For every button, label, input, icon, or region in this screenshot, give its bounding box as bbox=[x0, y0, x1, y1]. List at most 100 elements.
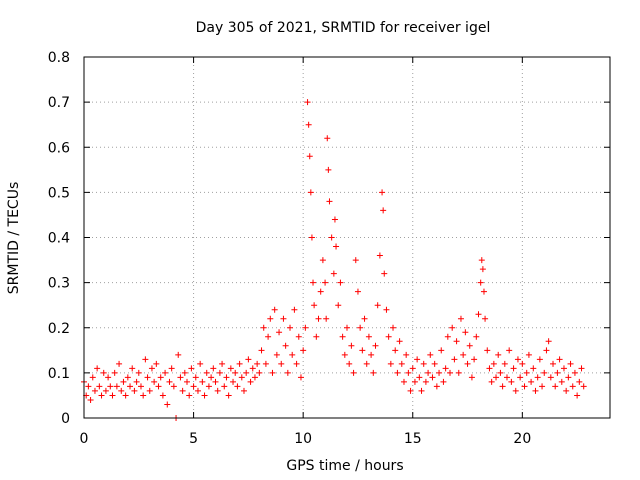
data-point bbox=[89, 374, 96, 381]
data-point bbox=[131, 387, 138, 394]
data-point bbox=[120, 378, 127, 385]
data-point bbox=[444, 333, 451, 340]
data-point bbox=[144, 374, 151, 381]
x-tick-label: 15 bbox=[404, 431, 422, 447]
data-point bbox=[414, 356, 421, 363]
data-point bbox=[574, 392, 581, 399]
data-point bbox=[105, 374, 112, 381]
data-point bbox=[236, 360, 243, 367]
data-point bbox=[519, 360, 526, 367]
data-point bbox=[223, 374, 230, 381]
data-point bbox=[269, 369, 276, 376]
data-point bbox=[168, 365, 175, 372]
data-point bbox=[276, 329, 283, 336]
data-point bbox=[234, 383, 241, 390]
data-point bbox=[273, 351, 280, 358]
data-point bbox=[85, 383, 92, 390]
data-point bbox=[433, 383, 440, 390]
data-point bbox=[287, 324, 294, 331]
data-point bbox=[271, 306, 278, 313]
data-point bbox=[545, 338, 552, 345]
data-point bbox=[137, 383, 144, 390]
data-point bbox=[203, 369, 210, 376]
data-point bbox=[354, 288, 361, 295]
data-point bbox=[157, 374, 164, 381]
data-point bbox=[323, 315, 330, 322]
data-point bbox=[409, 365, 416, 372]
y-tick-label: 0 bbox=[61, 411, 70, 427]
data-point bbox=[403, 351, 410, 358]
data-point bbox=[111, 369, 118, 376]
data-point bbox=[315, 315, 322, 322]
data-point bbox=[164, 401, 171, 408]
data-point bbox=[192, 374, 199, 381]
axis-ticks: 0 5 10 15 20 0 0.1 0.2 0.3 0.4 0.5 0.6 0.7 0.8 bbox=[48, 50, 610, 447]
data-point bbox=[190, 383, 197, 390]
data-point bbox=[212, 378, 219, 385]
data-point bbox=[238, 374, 245, 381]
data-point bbox=[258, 347, 265, 354]
data-point bbox=[429, 374, 436, 381]
data-point bbox=[278, 360, 285, 367]
data-point bbox=[425, 369, 432, 376]
data-point bbox=[363, 360, 370, 367]
data-point bbox=[175, 351, 182, 358]
data-point bbox=[449, 324, 456, 331]
data-point bbox=[225, 392, 232, 399]
data-point bbox=[376, 252, 383, 259]
data-point bbox=[243, 369, 250, 376]
data-point bbox=[310, 279, 317, 286]
x-axis-label: GPS time / hours bbox=[286, 458, 403, 474]
data-point bbox=[87, 396, 94, 403]
data-point bbox=[177, 374, 184, 381]
y-tick-label: 0.2 bbox=[48, 321, 70, 337]
data-point bbox=[567, 360, 574, 367]
data-point bbox=[341, 351, 348, 358]
data-point bbox=[91, 387, 98, 394]
data-point bbox=[124, 374, 131, 381]
data-point bbox=[468, 374, 475, 381]
data-point bbox=[525, 351, 532, 358]
data-point bbox=[330, 270, 337, 277]
data-point bbox=[181, 369, 188, 376]
data-point bbox=[479, 266, 486, 273]
data-point bbox=[457, 315, 464, 322]
data-point bbox=[295, 333, 302, 340]
data-point bbox=[188, 365, 195, 372]
data-point bbox=[501, 360, 508, 367]
data-point bbox=[216, 369, 223, 376]
data-point bbox=[442, 365, 449, 372]
data-point bbox=[100, 369, 107, 376]
data-point bbox=[153, 360, 160, 367]
data-point bbox=[322, 279, 329, 286]
data-point bbox=[508, 378, 515, 385]
y-tick-label: 0.5 bbox=[48, 185, 70, 201]
y-tick-label: 0.3 bbox=[48, 276, 70, 292]
data-point bbox=[260, 324, 267, 331]
data-point bbox=[484, 347, 491, 354]
data-point bbox=[455, 369, 462, 376]
data-point bbox=[534, 374, 541, 381]
data-point bbox=[140, 392, 147, 399]
data-point bbox=[539, 383, 546, 390]
data-point bbox=[325, 166, 332, 173]
data-point bbox=[179, 387, 186, 394]
data-point bbox=[473, 333, 480, 340]
data-point bbox=[390, 324, 397, 331]
data-point bbox=[478, 257, 485, 264]
data-point bbox=[368, 351, 375, 358]
data-point bbox=[96, 383, 103, 390]
data-point bbox=[339, 333, 346, 340]
data-point bbox=[324, 135, 331, 142]
data-point bbox=[580, 383, 587, 390]
y-axis-label: SRMTID / TECUs bbox=[6, 182, 22, 295]
data-point bbox=[381, 270, 388, 277]
data-point bbox=[348, 342, 355, 349]
data-point bbox=[337, 279, 344, 286]
data-point bbox=[302, 324, 309, 331]
data-point bbox=[528, 378, 535, 385]
data-point bbox=[94, 365, 101, 372]
data-point bbox=[541, 369, 548, 376]
data-point bbox=[142, 356, 149, 363]
